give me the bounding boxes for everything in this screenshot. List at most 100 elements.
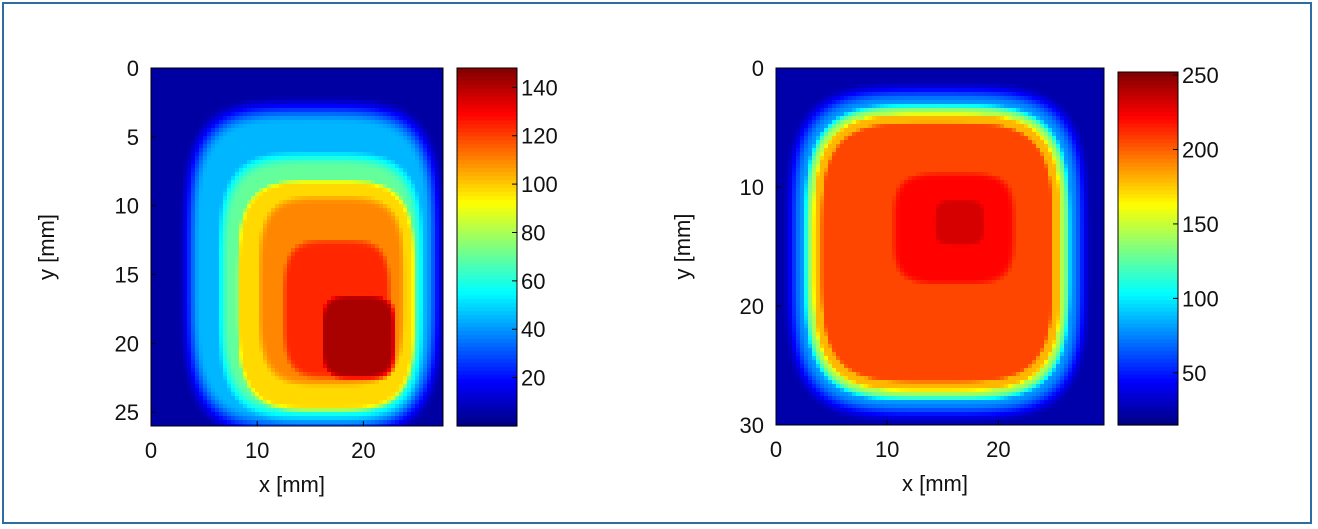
heatmap-cell (367, 120, 372, 125)
heatmap-cell (419, 264, 424, 269)
heatmap-cell (255, 160, 260, 165)
heatmap-cell (231, 100, 236, 105)
heatmap-cell (211, 292, 216, 297)
heatmap-cell (427, 104, 432, 109)
heatmap-cell (179, 260, 184, 265)
heatmap-cell (327, 248, 332, 253)
heatmap-cell (167, 104, 172, 109)
heatmap-cell (415, 332, 420, 337)
heatmap-cell (331, 304, 336, 309)
heatmap-cell (315, 244, 320, 249)
heatmap-cell (383, 276, 388, 281)
heatmap-cell (439, 108, 444, 113)
heatmap-cell (183, 68, 188, 73)
heatmap-cell (175, 100, 180, 105)
heatmap-cell (239, 240, 244, 245)
heatmap-cell (335, 192, 340, 197)
heatmap-cell (183, 332, 188, 337)
heatmap-cell (395, 236, 400, 241)
heatmap-cell (371, 328, 376, 333)
heatmap-cell (423, 328, 428, 333)
heatmap-cell (431, 120, 436, 125)
heatmap-cell (163, 208, 168, 213)
heatmap-cell (303, 276, 308, 281)
heatmap-cell (175, 92, 180, 97)
heatmap-cell (191, 320, 196, 325)
heatmap-cell (343, 288, 348, 293)
heatmap-cell (355, 320, 360, 325)
heatmap-cell (363, 284, 368, 289)
heatmap-cell (391, 164, 396, 169)
heatmap-cell (223, 76, 228, 81)
heatmap-cell (427, 204, 432, 209)
heatmap-cell (195, 300, 200, 305)
heatmap-cell (267, 304, 272, 309)
heatmap-cell (199, 172, 204, 177)
heatmap-cell (287, 192, 292, 197)
heatmap-cell (347, 240, 352, 245)
heatmap-cell (439, 268, 444, 273)
heatmap-cell (275, 68, 280, 73)
heatmap-cell (223, 304, 228, 309)
heatmap-cell (379, 68, 384, 73)
heatmap-cell (163, 324, 168, 329)
heatmap-cell (183, 124, 188, 129)
heatmap-cell (315, 156, 320, 161)
heatmap-cell (359, 244, 364, 249)
heatmap-cell (275, 264, 280, 269)
heatmap-cell (223, 92, 228, 97)
heatmap-cell (275, 304, 280, 309)
heatmap-cell (427, 68, 432, 73)
heatmap-cell (311, 148, 316, 153)
heatmap-cell (339, 328, 344, 333)
heatmap-cell (283, 316, 288, 321)
heatmap-cell (287, 288, 292, 293)
heatmap-cell (435, 324, 440, 329)
heatmap-cell (339, 88, 344, 93)
heatmap-cell (155, 124, 160, 129)
heatmap-cell (183, 244, 188, 249)
heatmap-cell (263, 100, 268, 105)
heatmap-cell (439, 236, 444, 241)
heatmap-cell (163, 184, 168, 189)
heatmap-cell (211, 248, 216, 253)
heatmap-cell (299, 68, 304, 73)
heatmap-cell (215, 72, 220, 77)
heatmap-cell (407, 184, 412, 189)
heatmap-cell (159, 236, 164, 241)
heatmap-cell (419, 156, 424, 161)
heatmap-cell (299, 256, 304, 261)
heatmap-cell (427, 216, 432, 221)
heatmap-cell (219, 312, 224, 317)
heatmap-cell (243, 108, 248, 113)
heatmap-cell (251, 164, 256, 169)
heatmap-cell (167, 164, 172, 169)
heatmap-cell (235, 236, 240, 241)
heatmap-cell (251, 220, 256, 225)
heatmap-cell (275, 124, 280, 129)
heatmap-cell (291, 192, 296, 197)
heatmap-cell (287, 108, 292, 113)
heatmap-cell (435, 328, 440, 333)
heatmap-cell (223, 292, 228, 297)
heatmap-cell (267, 112, 272, 117)
heatmap-cell (199, 160, 204, 165)
heatmap-cell (407, 180, 412, 185)
heatmap-cell (415, 216, 420, 221)
heatmap-cell (351, 84, 356, 89)
heatmap-cell (179, 100, 184, 105)
heatmap-cell (439, 264, 444, 269)
heatmap-cell (391, 328, 396, 333)
heatmap-cell (303, 168, 308, 173)
heatmap-cell (379, 76, 384, 81)
heatmap-cell (271, 156, 276, 161)
heatmap-cell (215, 292, 220, 297)
heatmap-cell (167, 144, 172, 149)
heatmap-cell (335, 248, 340, 253)
heatmap-cell (195, 260, 200, 265)
heatmap-cell (195, 128, 200, 133)
heatmap-cell (439, 120, 444, 125)
heatmap-cell (391, 220, 396, 225)
heatmap-cell (151, 316, 156, 321)
heatmap-cell (287, 316, 292, 321)
